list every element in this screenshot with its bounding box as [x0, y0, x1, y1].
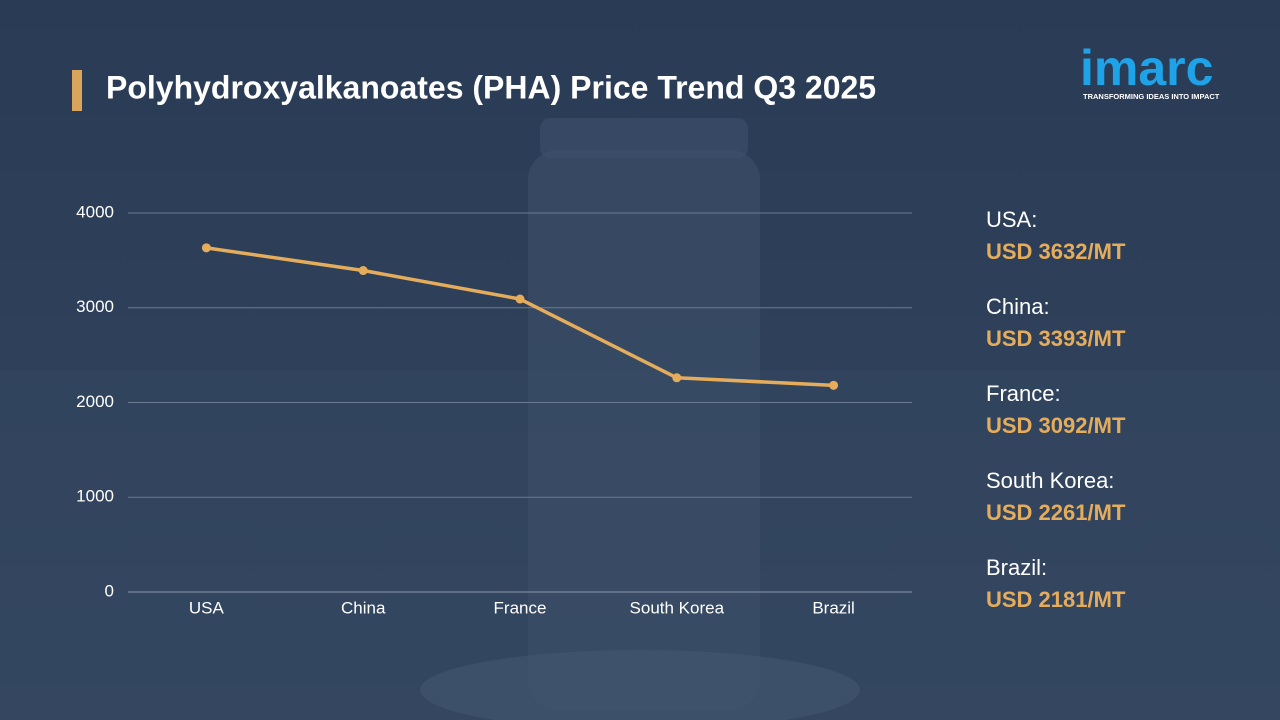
y-tick-label: 0	[105, 581, 114, 600]
value-label: USD 3393/MT	[986, 326, 1126, 351]
side-label: China:	[986, 294, 1050, 319]
background-pills	[420, 650, 860, 720]
data-point	[201, 243, 211, 253]
data-point	[515, 294, 525, 304]
y-tick-label: 1000	[76, 487, 114, 506]
value-label: USD 2181/MT	[986, 587, 1126, 612]
x-tick-label: China	[341, 598, 386, 617]
x-tick-label: France	[494, 598, 547, 617]
side-label: France:	[986, 381, 1061, 406]
y-tick-label: 4000	[76, 202, 114, 221]
value-label: USD 3632/MT	[986, 239, 1126, 264]
side-label: Brazil:	[986, 555, 1047, 580]
data-point	[358, 266, 368, 276]
side-label: USA:	[986, 207, 1037, 232]
logo-text: imarc	[1080, 40, 1213, 96]
data-point	[829, 380, 839, 390]
logo-tagline: TRANSFORMING IDEAS INTO IMPACT	[1083, 92, 1220, 101]
side-label: South Korea:	[986, 468, 1114, 493]
background-jar	[528, 150, 760, 710]
data-point	[672, 373, 682, 383]
y-tick-label: 3000	[76, 297, 114, 316]
value-label: USD 3092/MT	[986, 413, 1126, 438]
x-tick-label: USA	[189, 598, 225, 617]
background-jar-lid	[540, 118, 748, 158]
x-tick-label: Brazil	[812, 598, 855, 617]
value-label: USD 2261/MT	[986, 500, 1126, 525]
y-tick-label: 2000	[76, 392, 114, 411]
chart-title: Polyhydroxyalkanoates (PHA) Price Trend …	[106, 69, 876, 105]
title-accent	[72, 70, 82, 111]
x-tick-label: South Korea	[630, 598, 725, 617]
